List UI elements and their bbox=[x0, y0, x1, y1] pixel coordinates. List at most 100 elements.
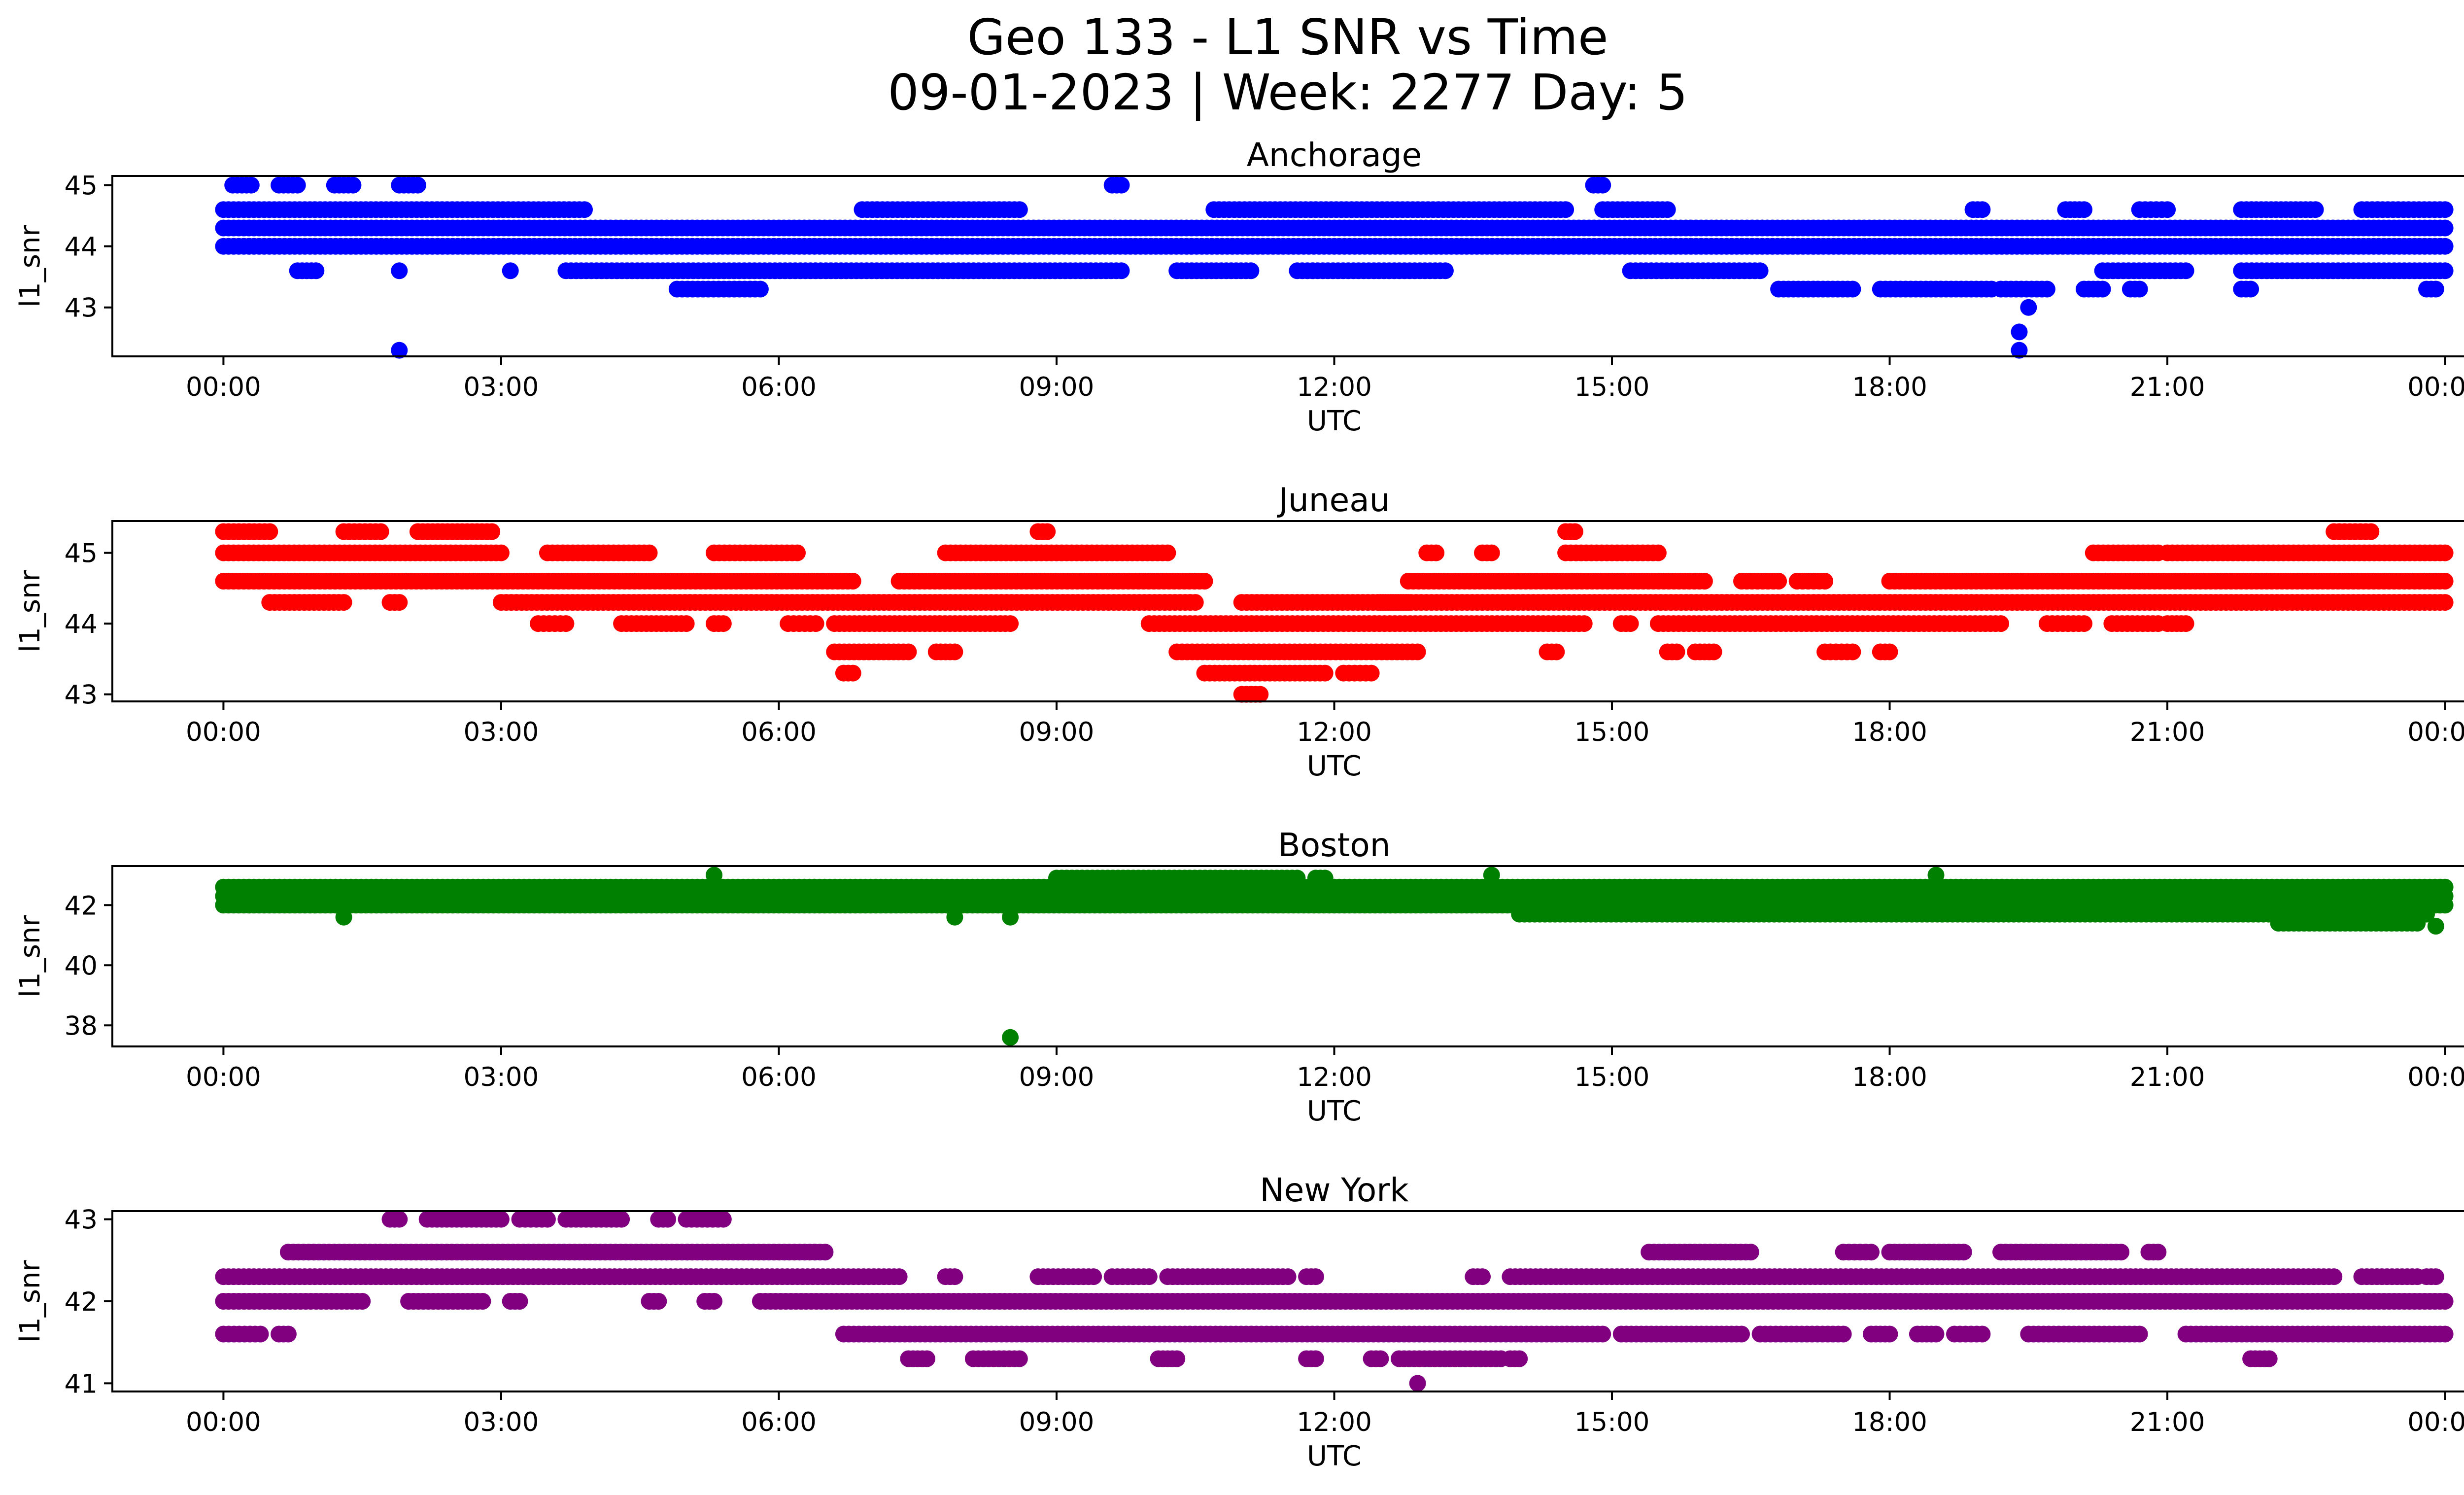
data-point bbox=[2150, 1244, 2167, 1261]
data-point bbox=[391, 1211, 408, 1228]
x-axis-label: UTC bbox=[1307, 750, 1362, 782]
data-point bbox=[613, 1211, 630, 1228]
data-point bbox=[1844, 643, 1861, 661]
data-point bbox=[1992, 615, 2009, 632]
data-point bbox=[2011, 323, 2028, 341]
data-point bbox=[1279, 1268, 1297, 1286]
data-point bbox=[2113, 1244, 2130, 1261]
x-tick-label: 09:00 bbox=[1019, 372, 1095, 402]
data-point bbox=[1196, 573, 1213, 590]
data-point bbox=[1668, 643, 1685, 661]
data-point bbox=[2242, 280, 2259, 298]
x-tick-label: 03:00 bbox=[464, 717, 539, 747]
y-axis-label: l1_snr bbox=[14, 915, 46, 998]
x-tick-label: 12:00 bbox=[1297, 717, 1372, 747]
data-point bbox=[1649, 544, 1667, 561]
data-point bbox=[2131, 280, 2148, 298]
data-point bbox=[1363, 664, 1380, 682]
data-point bbox=[1159, 544, 1176, 561]
data-point bbox=[1409, 643, 1426, 661]
data-point bbox=[289, 176, 306, 194]
data-point bbox=[1085, 1268, 1102, 1286]
x-tick-label: 00:00 bbox=[186, 717, 261, 747]
data-point bbox=[1113, 176, 1130, 194]
data-point bbox=[1428, 544, 1445, 561]
data-point bbox=[1594, 176, 1611, 194]
data-point bbox=[1187, 594, 1204, 611]
x-tick-label: 09:00 bbox=[1019, 1062, 1095, 1092]
data-point bbox=[391, 262, 408, 279]
data-point bbox=[946, 908, 963, 926]
data-point bbox=[502, 262, 519, 279]
data-point bbox=[335, 908, 352, 926]
data-point bbox=[641, 544, 658, 561]
x-tick-label: 00:00 bbox=[186, 372, 261, 402]
data-point bbox=[2011, 342, 2028, 359]
data-point bbox=[789, 544, 806, 561]
x-tick-label: 06:00 bbox=[741, 717, 817, 747]
data-point bbox=[2076, 615, 2092, 632]
x-tick-label: 21:00 bbox=[2130, 717, 2205, 747]
data-point bbox=[2436, 201, 2454, 218]
data-point bbox=[1816, 573, 1834, 590]
x-tick-label: 00:00 bbox=[2407, 372, 2464, 402]
data-point bbox=[659, 1211, 676, 1228]
y-tick-label: 38 bbox=[65, 1011, 98, 1041]
subplot-title: Anchorage bbox=[1247, 136, 1422, 174]
data-point bbox=[391, 342, 408, 359]
x-tick-label: 12:00 bbox=[1297, 1062, 1372, 1092]
data-point bbox=[261, 523, 278, 540]
data-point bbox=[1483, 544, 1500, 561]
data-point bbox=[2094, 280, 2111, 298]
data-point bbox=[2020, 299, 2037, 316]
data-point bbox=[1863, 1244, 1880, 1261]
data-point bbox=[391, 594, 408, 611]
data-point bbox=[308, 262, 325, 279]
subplot-title: Boston bbox=[1278, 826, 1390, 864]
data-point bbox=[1566, 523, 1583, 540]
x-tick-label: 03:00 bbox=[464, 1062, 539, 1092]
data-point bbox=[1955, 1244, 1972, 1261]
data-point bbox=[1252, 686, 1269, 703]
x-axis-label: UTC bbox=[1307, 1095, 1362, 1127]
data-point bbox=[576, 201, 593, 218]
data-point bbox=[1548, 643, 1565, 661]
y-tick-label: 45 bbox=[65, 171, 98, 201]
data-point bbox=[1622, 615, 1639, 632]
figure-title: Geo 133 - L1 SNR vs Time 09-01-2023 | We… bbox=[0, 10, 2464, 120]
y-tick-label: 44 bbox=[65, 232, 98, 262]
data-point bbox=[1844, 280, 1861, 298]
data-point bbox=[539, 1211, 556, 1228]
x-tick-label: 15:00 bbox=[1574, 1062, 1650, 1092]
data-point bbox=[1474, 1268, 1491, 1286]
data-points bbox=[215, 176, 2454, 359]
data-point bbox=[409, 176, 426, 194]
subplot-title: New York bbox=[1260, 1171, 1409, 1209]
data-point bbox=[1742, 1244, 1759, 1261]
x-tick-label: 00:00 bbox=[2407, 1062, 2464, 1092]
data-point bbox=[946, 1268, 963, 1286]
x-tick-label: 03:00 bbox=[464, 372, 539, 402]
x-tick-label: 06:00 bbox=[741, 1062, 817, 1092]
y-tick-label: 42 bbox=[65, 891, 98, 921]
data-point bbox=[2436, 544, 2454, 561]
data-point bbox=[715, 615, 732, 632]
data-point bbox=[1242, 262, 1260, 279]
data-point bbox=[1011, 201, 1028, 218]
x-tick-label: 15:00 bbox=[1574, 372, 1650, 402]
data-point bbox=[2436, 238, 2454, 255]
data-point bbox=[1437, 262, 1454, 279]
data-point bbox=[344, 176, 362, 194]
data-point bbox=[807, 615, 824, 632]
data-point bbox=[1770, 573, 1787, 590]
data-point bbox=[492, 544, 510, 561]
x-tick-label: 18:00 bbox=[1852, 717, 1927, 747]
data-point bbox=[1039, 523, 1056, 540]
x-tick-label: 00:00 bbox=[2407, 717, 2464, 747]
data-points bbox=[215, 523, 2454, 703]
data-point bbox=[2409, 914, 2426, 932]
x-tick-label: 12:00 bbox=[1297, 372, 1372, 402]
y-axis-label: l1_snr bbox=[14, 225, 46, 308]
